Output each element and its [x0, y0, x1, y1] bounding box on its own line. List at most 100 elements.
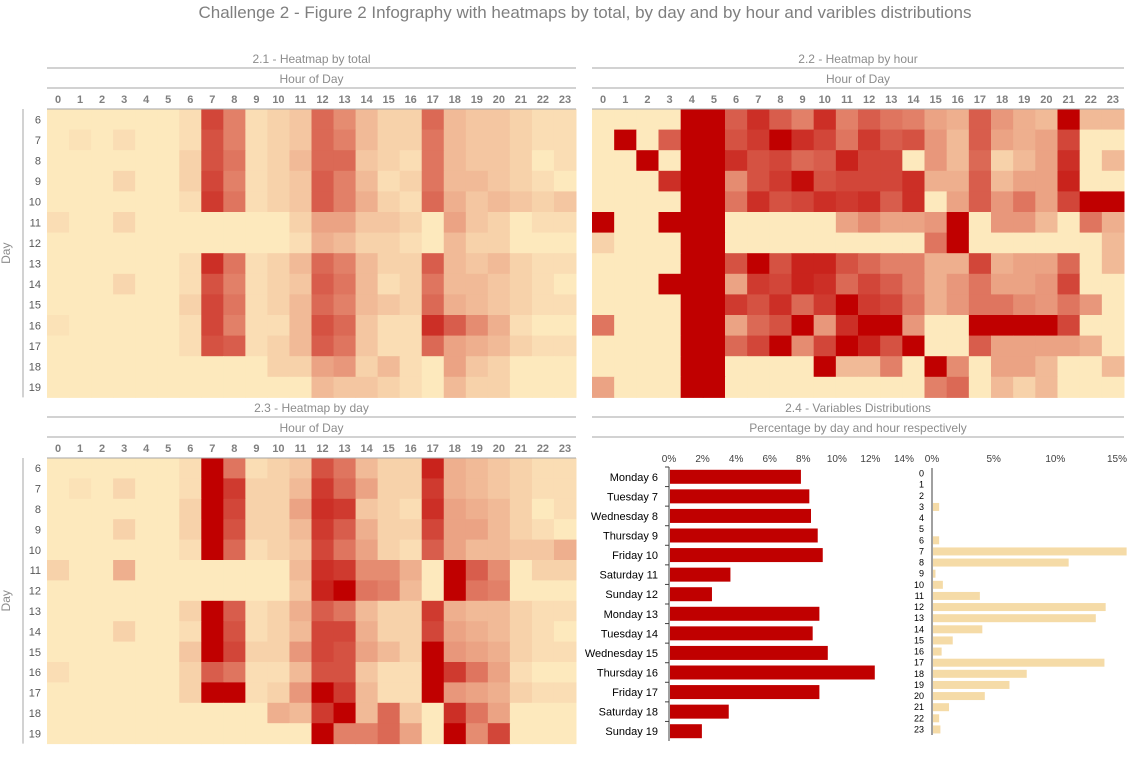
heatmap-cell	[333, 600, 357, 622]
heatmap-cell	[487, 498, 511, 520]
heatmap-cell	[333, 702, 357, 724]
heatmap-cell	[179, 335, 202, 357]
heatmap-cell	[421, 560, 445, 581]
hour-tick-label: 0	[600, 94, 606, 106]
heatmap-cell	[769, 356, 792, 378]
heatmap-cell	[553, 191, 577, 213]
y-axis-label: Day	[0, 243, 13, 264]
heatmap-cell	[311, 170, 335, 192]
heatmap-cell	[531, 232, 555, 254]
x-tick-label: 14%	[894, 454, 914, 465]
heatmap-cell	[991, 170, 1014, 192]
heatmap-cell	[680, 273, 704, 295]
heatmap-cell	[487, 662, 511, 683]
heatmap-cell	[553, 253, 577, 275]
heatmap-cell	[421, 498, 445, 520]
heatmap-cell	[946, 335, 970, 357]
heatmap-cell	[614, 253, 637, 275]
hour-bar	[933, 636, 953, 645]
heatmap-cell	[924, 109, 948, 131]
heatmap-cell	[747, 294, 770, 316]
heatmap-cell	[835, 253, 859, 275]
heatmap-cell	[157, 294, 180, 316]
heatmap-cell	[421, 580, 445, 602]
heatmap-cell	[487, 315, 511, 337]
heatmap-cell	[179, 376, 202, 398]
heatmap-cell	[968, 150, 992, 172]
panel-title: 2.2 - Heatmap by hour	[798, 52, 917, 66]
hour-category-label: 2	[919, 491, 924, 501]
heatmap-cell	[267, 232, 290, 254]
heatmap-cell	[1057, 356, 1081, 378]
heatmap-cell	[680, 356, 704, 378]
heatmap-cell	[311, 315, 335, 337]
hour-tick-label: 15	[383, 443, 395, 455]
heatmap-cell	[135, 723, 158, 745]
heatmap-cell	[658, 150, 682, 172]
heatmap-cell	[487, 335, 511, 357]
heatmap-cell	[858, 232, 881, 254]
heatmap-cell	[157, 191, 180, 213]
day-tick-label: 11	[30, 565, 41, 577]
heatmap-cell	[267, 702, 290, 724]
hour-tick-label: 2	[99, 94, 105, 106]
heatmap-cell	[991, 273, 1014, 295]
heatmap-cell	[636, 253, 659, 275]
heatmap-cell	[769, 170, 792, 192]
heatmap-cell	[531, 600, 555, 622]
day-tick-label: 6	[35, 463, 41, 475]
heatmap-cell	[747, 356, 770, 378]
heatmap-cell	[69, 356, 92, 378]
heatmap-cell	[443, 621, 467, 643]
heatmap-cell	[157, 356, 180, 378]
heatmap-cell	[179, 212, 202, 234]
heatmap-cell	[702, 273, 726, 295]
heatmap-cell	[245, 600, 268, 622]
heatmap-cell	[487, 150, 511, 172]
heatmap-cell	[333, 315, 357, 337]
heatmap-cell	[487, 560, 511, 581]
heatmap-cell	[946, 356, 970, 378]
heatmap-cell	[223, 273, 246, 295]
heatmap-cell	[201, 273, 224, 295]
heatmap-cell	[465, 109, 489, 131]
heatmap-cell	[91, 580, 114, 602]
heatmap-cell	[1079, 376, 1103, 398]
heatmap-cell	[553, 109, 577, 131]
heatmap-cell	[1101, 212, 1125, 234]
heatmap-cell	[267, 621, 290, 643]
heatmap-cell	[223, 560, 246, 581]
x-tick-label: 4%	[729, 454, 744, 465]
hour-tick-label: 6	[733, 94, 739, 106]
heatmap-cell	[991, 109, 1014, 131]
heatmap-cell	[399, 109, 423, 131]
heatmap-cell	[311, 682, 335, 704]
heatmap-cell	[509, 315, 533, 337]
heatmap-cell	[421, 519, 445, 541]
heatmap-cell	[791, 150, 815, 172]
heatmap-cell	[201, 723, 224, 745]
heatmap-cell	[858, 315, 881, 337]
heatmap-cell	[421, 478, 445, 500]
heatmap-cell	[69, 315, 92, 337]
heatmap-cell	[443, 662, 467, 683]
heatmap-cell	[135, 478, 158, 500]
heatmap-cell	[509, 478, 533, 500]
heatmap-cell	[835, 129, 859, 151]
heatmap-cell	[636, 376, 659, 398]
heatmap-cell	[399, 600, 423, 622]
heatmap-cell	[791, 191, 815, 213]
heatmap-cell	[858, 129, 881, 151]
heatmap-cell	[509, 539, 533, 561]
hour-tick-label: 17	[974, 94, 986, 106]
heatmap-cell	[179, 458, 202, 479]
heatmap-cell	[835, 232, 859, 254]
heatmap-cell	[267, 560, 290, 581]
heatmap-cell	[245, 539, 268, 561]
hour-category-label: 17	[914, 658, 924, 668]
heatmap-cell	[399, 376, 423, 398]
heatmap-cell	[311, 580, 335, 602]
heatmap-cell	[245, 253, 268, 275]
heatmap-cell	[91, 478, 114, 500]
hour-category-label: 11	[915, 591, 924, 601]
